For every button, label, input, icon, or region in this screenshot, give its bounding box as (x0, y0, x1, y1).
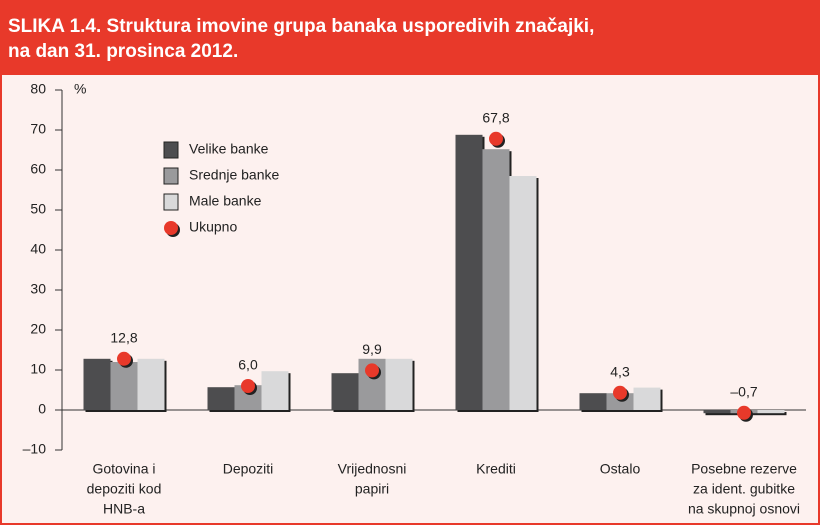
y-tick-label: 20 (30, 321, 46, 337)
bar (331, 373, 359, 410)
y-tick-label: 40 (30, 241, 46, 257)
bar (703, 410, 731, 414)
y-axis-label: % (74, 81, 86, 97)
bar (207, 387, 235, 410)
y-tick-label: –10 (23, 441, 47, 457)
bar (757, 410, 785, 414)
legend-label: Male banke (189, 193, 262, 209)
x-tick-label: Depoziti (223, 461, 274, 477)
legend-label: Velike banke (189, 141, 269, 157)
bar (385, 358, 413, 410)
data-label: 6,0 (238, 357, 258, 373)
x-tick-label: Ostalo (600, 461, 641, 477)
bar-shadow (759, 412, 787, 416)
bar (83, 358, 111, 410)
x-tick-label: Krediti (476, 461, 516, 477)
dot (613, 385, 627, 400)
dot (365, 363, 379, 378)
x-tick-label: papiri (355, 481, 389, 497)
x-tick-label: Posebne rezerve (691, 461, 797, 477)
panel (2, 75, 818, 523)
dot (737, 405, 751, 420)
bar (455, 134, 483, 411)
y-tick-label: 30 (30, 281, 46, 297)
dot (117, 351, 131, 366)
bar (482, 149, 510, 410)
bar (137, 358, 165, 410)
legend-label: Srednje banke (189, 167, 280, 183)
x-tick-label: depoziti kod (87, 481, 162, 497)
y-tick-label: 70 (30, 121, 46, 137)
legend-swatch (163, 167, 179, 185)
y-tick-label: 50 (30, 201, 46, 217)
data-label: –0,7 (730, 384, 757, 400)
bar (633, 387, 661, 410)
y-tick-label: 0 (38, 401, 46, 417)
data-label: 4,3 (610, 364, 630, 380)
dot (489, 131, 503, 146)
bar-shadow (705, 412, 733, 416)
chart-title: SLIKA 1.4. Struktura imovine grupa banak… (8, 16, 594, 37)
y-tick-label: 80 (30, 81, 46, 97)
data-label: 9,9 (362, 341, 382, 357)
y-tick-label: 10 (30, 361, 46, 377)
x-tick-label: Vrijednosni (338, 461, 407, 477)
legend-swatch (163, 193, 179, 211)
legend-swatch (164, 221, 178, 235)
bar (579, 393, 607, 410)
legend-label: Ukupno (189, 219, 237, 235)
bar (261, 371, 289, 410)
y-tick-label: 60 (30, 161, 46, 177)
legend-swatch (163, 141, 179, 159)
x-tick-label: HNB-a (103, 501, 145, 517)
chart-title: na dan 31. prosinca 2012. (8, 41, 238, 62)
x-tick-label: na skupnoj osnovi (688, 501, 800, 517)
data-label: 67,8 (482, 110, 509, 126)
x-tick-label: za ident. gubitke (693, 481, 795, 497)
x-tick-label: Gotovina i (92, 461, 155, 477)
dot (241, 379, 255, 393)
data-label: 12,8 (110, 330, 137, 346)
bar (509, 176, 537, 410)
bar (110, 362, 138, 410)
